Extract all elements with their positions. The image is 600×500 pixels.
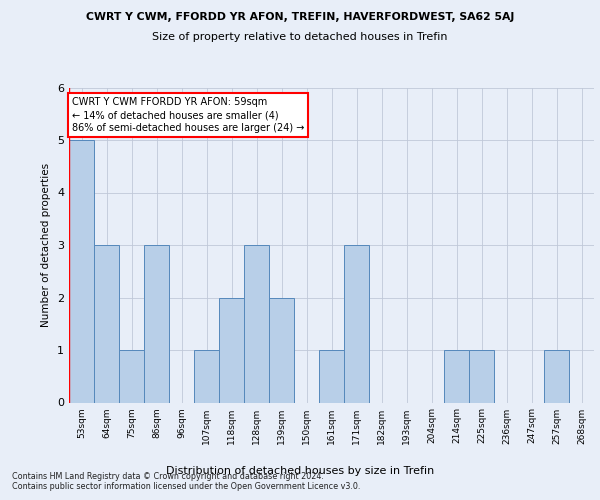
Text: Contains public sector information licensed under the Open Government Licence v3: Contains public sector information licen…: [12, 482, 361, 491]
Y-axis label: Number of detached properties: Number of detached properties: [41, 163, 52, 327]
Bar: [194, 350, 219, 403]
Bar: [219, 298, 244, 403]
Text: Size of property relative to detached houses in Trefin: Size of property relative to detached ho…: [152, 32, 448, 42]
Bar: [469, 350, 494, 403]
Text: CWRT Y CWM FFORDD YR AFON: 59sqm
← 14% of detached houses are smaller (4)
86% of: CWRT Y CWM FFORDD YR AFON: 59sqm ← 14% o…: [71, 97, 304, 134]
Text: Distribution of detached houses by size in Trefin: Distribution of detached houses by size …: [166, 466, 434, 476]
Bar: [119, 350, 144, 403]
Bar: [319, 350, 344, 403]
Bar: [444, 350, 469, 403]
Bar: [244, 245, 269, 402]
Bar: [544, 350, 569, 403]
Text: CWRT Y CWM, FFORDD YR AFON, TREFIN, HAVERFORDWEST, SA62 5AJ: CWRT Y CWM, FFORDD YR AFON, TREFIN, HAVE…: [86, 12, 514, 22]
Bar: [69, 140, 94, 402]
Bar: [94, 245, 119, 402]
Bar: [269, 298, 294, 403]
Bar: [144, 245, 169, 402]
Text: Contains HM Land Registry data © Crown copyright and database right 2024.: Contains HM Land Registry data © Crown c…: [12, 472, 324, 481]
Bar: [344, 245, 369, 402]
